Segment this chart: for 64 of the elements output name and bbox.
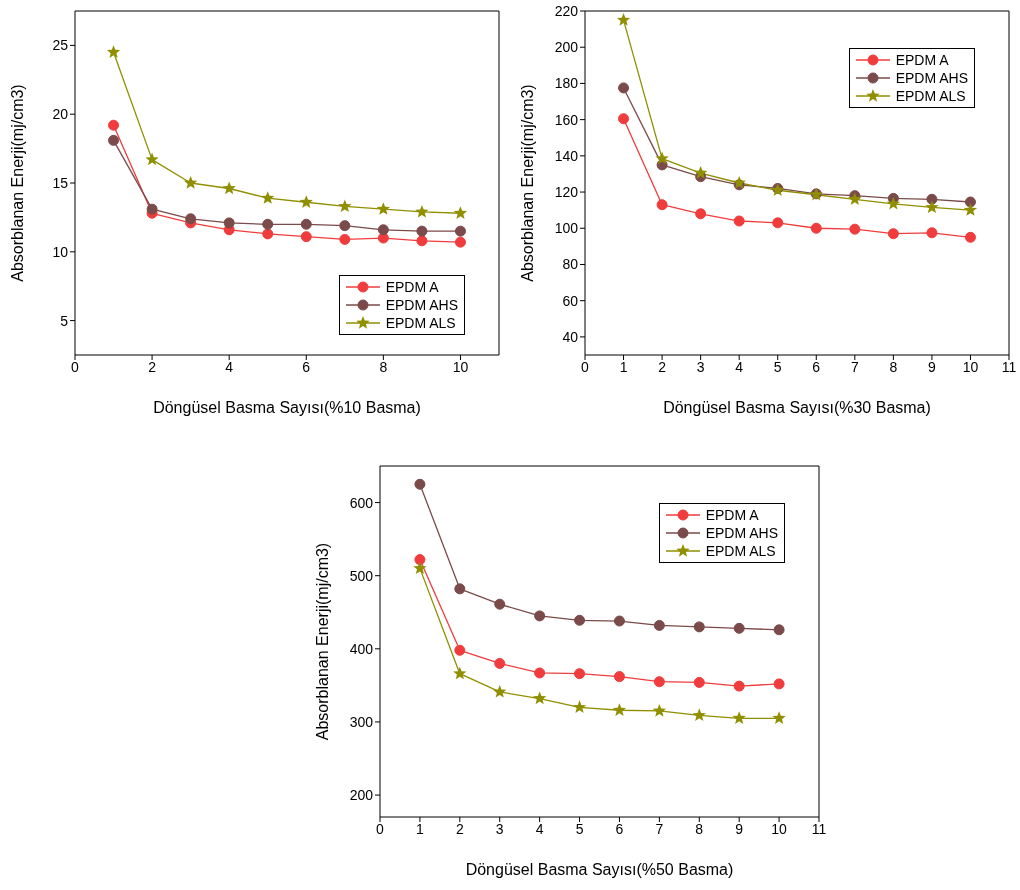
x-tick-label: 6 (302, 358, 311, 375)
legend-label: EPDM A (385, 279, 439, 295)
y-tick-label: 400 (349, 640, 374, 657)
x-axis-title: Döngüsel Basma Sayısı(%50 Basma) (465, 861, 734, 878)
x-tick-label: 1 (619, 358, 628, 375)
x-tick-label: 3 (696, 358, 705, 375)
x-tick-label: 7 (655, 820, 664, 837)
y-tick-label: 15 (52, 174, 69, 191)
x-tick-label: 10 (771, 820, 788, 837)
x-tick-label: 10 (962, 358, 979, 375)
legend-label: EPDM ALS (385, 315, 456, 331)
x-tick-label: 1 (416, 820, 425, 837)
x-tick-label: 4 (735, 358, 744, 375)
y-tick-label: 220 (554, 2, 579, 19)
x-tick-label: 6 (615, 820, 624, 837)
y-axis-title: Absorblanan Enerji(mj/cm3) (518, 84, 536, 282)
y-tick-label: 100 (554, 220, 579, 237)
y-tick-label: 600 (349, 494, 374, 511)
legend-label: EPDM AHS (895, 70, 968, 86)
x-tick-label: 4 (535, 820, 544, 837)
x-tick-label: 0 (581, 358, 590, 375)
x-tick-label: 0 (376, 820, 385, 837)
x-tick-label: 5 (773, 358, 782, 375)
x-tick-label: 10 (452, 358, 469, 375)
y-tick-label: 60 (562, 292, 579, 309)
x-tick-label: 0 (71, 358, 80, 375)
legend-label: EPDM ALS (705, 543, 776, 559)
y-tick-label: 200 (554, 39, 579, 56)
x-tick-label: 3 (495, 820, 504, 837)
y-tick-label: 40 (562, 328, 579, 345)
x-tick-label: 9 (928, 358, 937, 375)
x-tick-label: 8 (889, 358, 898, 375)
y-tick-label: 200 (349, 787, 374, 804)
y-tick-label: 80 (562, 256, 579, 273)
y-axis-title: Absorblanan Enerji(mj/cm3) (8, 84, 26, 282)
legend-label: EPDM AHS (385, 297, 458, 313)
x-tick-label: 2 (658, 358, 667, 375)
x-tick-label: 2 (148, 358, 157, 375)
y-tick-label: 500 (349, 567, 374, 584)
x-tick-label: 6 (812, 358, 821, 375)
x-tick-label: 7 (850, 358, 859, 375)
x-tick-label: 2 (455, 820, 464, 837)
legend-label: EPDM AHS (705, 525, 778, 541)
y-tick-label: 180 (554, 75, 579, 92)
y-tick-label: 20 (52, 106, 69, 123)
x-tick-label: 4 (225, 358, 234, 375)
y-axis-title: Absorblanan Enerji(mj/cm3) (313, 542, 331, 741)
legend-label: EPDM A (705, 507, 759, 523)
x-tick-label: 9 (735, 820, 744, 837)
y-tick-label: 140 (554, 147, 579, 164)
legend-label: EPDM A (895, 52, 949, 68)
y-tick-label: 160 (554, 111, 579, 128)
y-tick-label: 25 (52, 37, 69, 54)
x-tick-label: 8 (379, 358, 388, 375)
x-axis-title: Döngüsel Basma Sayısı(%30 Basma) (663, 399, 931, 416)
y-tick-label: 5 (60, 312, 69, 329)
legend-label: EPDM ALS (895, 88, 966, 104)
x-tick-label: 11 (1001, 358, 1017, 375)
x-axis-title: Döngüsel Basma Sayısı(%10 Basma) (153, 399, 421, 416)
y-tick-label: 120 (554, 184, 579, 201)
y-tick-label: 10 (52, 243, 69, 260)
y-tick-label: 300 (349, 713, 374, 730)
x-tick-label: 8 (695, 820, 704, 837)
x-tick-label: 11 (811, 820, 827, 837)
